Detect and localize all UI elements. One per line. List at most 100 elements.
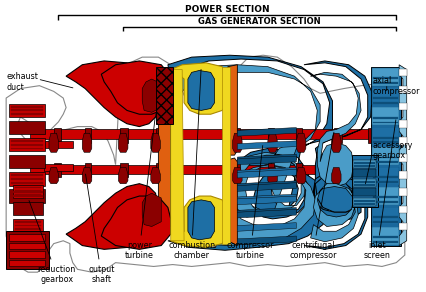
Bar — [398, 171, 406, 179]
Text: GAS GENERATOR SECTION: GAS GENERATOR SECTION — [198, 17, 320, 26]
Polygon shape — [101, 61, 170, 114]
Bar — [13, 202, 43, 215]
Bar — [354, 200, 374, 202]
Bar — [373, 176, 397, 178]
Polygon shape — [66, 184, 158, 249]
Bar — [14, 194, 41, 196]
Bar — [373, 201, 397, 203]
Polygon shape — [237, 169, 296, 178]
Text: axial
compressor: axial compressor — [371, 76, 419, 95]
Bar — [267, 128, 273, 143]
Bar — [398, 137, 406, 145]
Bar — [296, 128, 301, 143]
Bar — [354, 203, 374, 205]
Bar — [11, 191, 43, 193]
Bar — [371, 227, 398, 245]
Polygon shape — [296, 133, 305, 152]
Polygon shape — [66, 61, 158, 127]
Bar — [11, 106, 43, 107]
Bar — [30, 165, 395, 174]
Bar — [9, 155, 45, 168]
Bar — [9, 260, 45, 267]
Polygon shape — [142, 79, 161, 112]
Bar — [373, 141, 397, 143]
Bar — [14, 208, 41, 209]
Bar — [13, 185, 43, 198]
Polygon shape — [237, 194, 296, 203]
Bar — [234, 128, 240, 143]
Text: output
shaft: output shaft — [85, 174, 114, 284]
Bar — [371, 88, 398, 105]
Bar — [371, 127, 398, 145]
Bar — [85, 128, 91, 143]
Polygon shape — [237, 141, 296, 150]
Polygon shape — [237, 156, 296, 165]
Polygon shape — [150, 133, 160, 152]
Bar — [44, 164, 72, 171]
Polygon shape — [296, 168, 305, 184]
Bar — [14, 221, 41, 223]
Bar — [371, 107, 398, 125]
Bar — [9, 121, 45, 134]
Polygon shape — [398, 65, 406, 246]
Text: exhaust
duct: exhaust duct — [6, 72, 38, 92]
Polygon shape — [331, 133, 340, 152]
Text: reduction
gearbox: reduction gearbox — [29, 201, 75, 284]
Bar — [54, 128, 61, 143]
Bar — [373, 137, 397, 138]
Polygon shape — [170, 63, 227, 114]
Bar — [11, 199, 43, 201]
Bar — [6, 231, 49, 269]
Bar — [14, 242, 41, 244]
Polygon shape — [227, 158, 237, 246]
Bar — [398, 86, 406, 93]
Polygon shape — [82, 133, 92, 152]
Bar — [398, 206, 406, 213]
Bar — [11, 123, 43, 125]
Text: combustion
chamber: combustion chamber — [168, 69, 215, 260]
Polygon shape — [177, 165, 315, 246]
Text: compressor
turbine: compressor turbine — [226, 145, 274, 260]
Polygon shape — [237, 168, 296, 176]
Bar — [9, 138, 45, 151]
Bar — [371, 187, 398, 205]
Bar — [54, 163, 61, 177]
Bar — [155, 67, 172, 124]
Polygon shape — [187, 200, 214, 240]
Bar — [14, 228, 41, 230]
Bar — [398, 103, 406, 110]
Bar — [354, 162, 374, 164]
Polygon shape — [167, 55, 332, 219]
Bar — [373, 236, 397, 238]
Bar — [9, 190, 45, 203]
Polygon shape — [101, 196, 170, 249]
Bar — [373, 196, 397, 198]
Bar — [373, 241, 397, 243]
Polygon shape — [331, 168, 340, 184]
Bar — [11, 161, 43, 163]
Bar — [354, 165, 374, 166]
Polygon shape — [310, 184, 357, 242]
Polygon shape — [82, 168, 92, 184]
Bar — [14, 211, 41, 213]
Text: inlet
screen: inlet screen — [363, 120, 395, 260]
Bar — [373, 221, 397, 223]
Bar — [398, 188, 406, 196]
Bar — [373, 102, 397, 104]
Polygon shape — [310, 72, 360, 187]
Bar — [398, 154, 406, 162]
Bar — [14, 190, 41, 192]
Bar — [296, 163, 301, 177]
Polygon shape — [237, 154, 296, 163]
Bar — [353, 169, 375, 177]
Bar — [353, 188, 375, 196]
Bar — [367, 163, 374, 177]
Bar — [353, 179, 375, 187]
Bar — [155, 163, 161, 177]
Polygon shape — [237, 128, 296, 136]
Polygon shape — [118, 168, 128, 184]
Text: centrifugal
compressor: centrifugal compressor — [289, 132, 337, 260]
Bar — [9, 104, 45, 117]
Bar — [334, 128, 341, 143]
Bar — [354, 181, 374, 183]
